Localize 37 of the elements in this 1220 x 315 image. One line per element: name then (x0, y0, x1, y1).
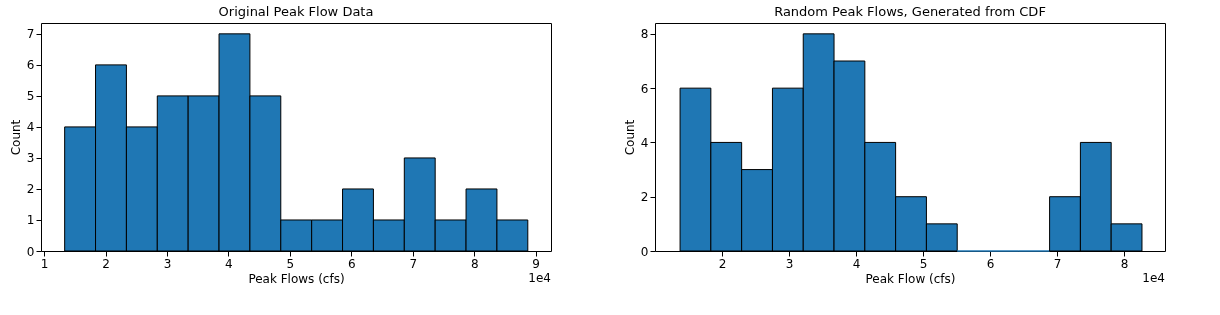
y-tick-label: 4 (640, 135, 649, 150)
text: 1e4 (528, 271, 551, 285)
y-tick-label: 1 (26, 213, 35, 228)
x-tick-label: 2 (102, 256, 110, 271)
x-tick-label: 4 (852, 256, 861, 271)
x-tick-label: 5 (286, 256, 295, 271)
x-axis-title: Peak Flows (cfs) (248, 271, 345, 286)
chart-title: Random Peak Flows, Generated from CDF (774, 4, 1046, 19)
x-tick-label: 6 (347, 256, 356, 271)
y-tick-label: 0 (640, 244, 649, 259)
y-axis-title: Count (8, 119, 23, 156)
y-tick-label: 2 (26, 182, 35, 197)
chart-title: Original Peak Flow Data (218, 4, 374, 19)
y-tick-label: 3 (26, 151, 35, 166)
x-tick-label: 2 (718, 256, 727, 271)
x-tick-label: 3 (785, 256, 794, 271)
y-axis-title: Count (622, 119, 637, 156)
x-tick-label: 8 (470, 256, 479, 271)
y-tick-label: 7 (26, 27, 35, 42)
y-tick-label: 6 (640, 81, 649, 96)
x-tick-label: 7 (409, 256, 418, 271)
x-tick-label: 8 (1120, 256, 1129, 271)
x-tick-label: 7 (1053, 256, 1062, 271)
text: 1e4 (1142, 271, 1165, 285)
x-tick-label: 3 (163, 256, 172, 271)
y-tick-label: 2 (640, 190, 649, 205)
x-tick-label: 5 (919, 256, 928, 271)
x-tick-label: 4 (225, 256, 233, 271)
x-tick-label: 1 (40, 256, 49, 271)
x-axis-title: Peak Flow (cfs) (865, 271, 956, 286)
y-tick-label: 4 (26, 120, 35, 135)
x-tick-label: 6 (986, 256, 995, 271)
y-tick-label: 8 (640, 27, 649, 42)
y-tick-label: 6 (26, 58, 35, 73)
y-tick-label: 0 (26, 244, 35, 259)
x-tick-label: 9 (532, 256, 540, 271)
y-tick-label: 5 (26, 89, 35, 104)
